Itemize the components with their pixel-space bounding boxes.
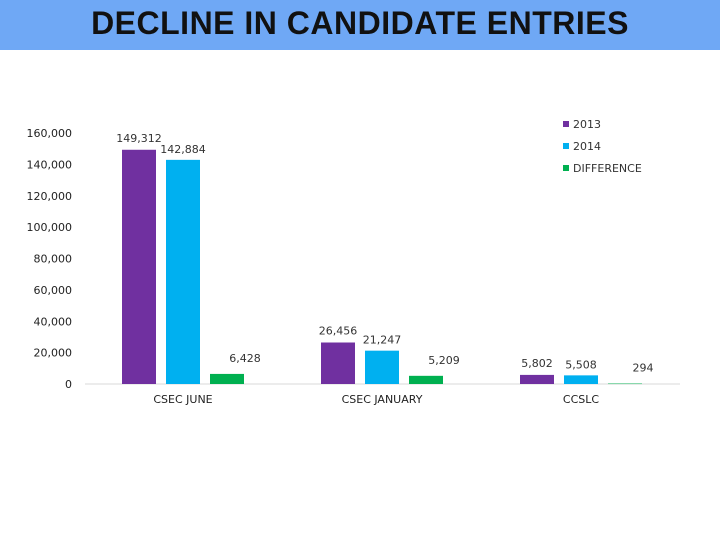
data-label: 26,456 [319, 324, 358, 337]
x-category-label: CCSLC [563, 393, 599, 406]
y-tick-label: 140,000 [27, 158, 73, 171]
data-label: 142,884 [160, 143, 206, 156]
data-label: 6,428 [229, 352, 261, 365]
legend-label: 2013 [573, 118, 601, 131]
x-category-label: CSEC JUNE [153, 393, 212, 406]
legend-swatch [563, 143, 569, 149]
y-tick-label: 120,000 [27, 190, 73, 203]
data-label: 5,209 [428, 354, 460, 367]
bar-difference-csec-january [409, 375, 443, 384]
y-tick-label: 0 [65, 378, 72, 391]
data-label: 294 [633, 362, 654, 375]
data-label: 149,312 [116, 132, 162, 145]
legend-swatch [563, 165, 569, 171]
bar-difference-csec-june [210, 373, 244, 384]
legend-label: DIFFERENCE [573, 162, 642, 175]
y-tick-label: 40,000 [34, 315, 73, 328]
legend-swatch [563, 121, 569, 127]
bar-2014-csec-june [166, 159, 200, 384]
data-label: 5,508 [565, 358, 597, 371]
x-category-label: CSEC JANUARY [342, 393, 423, 406]
y-tick-label: 20,000 [34, 347, 73, 360]
data-label: 5,802 [521, 357, 553, 370]
page-title: DECLINE IN CANDIDATE ENTRIES [91, 5, 629, 41]
legend-label: 2014 [573, 140, 601, 153]
title-bar [0, 0, 720, 50]
y-tick-label: 160,000 [27, 127, 73, 140]
y-tick-label: 60,000 [34, 284, 73, 297]
y-tick-label: 80,000 [34, 253, 73, 266]
bar-2014-ccslc [564, 375, 598, 384]
bar-2013-ccslc [520, 374, 554, 384]
y-tick-label: 100,000 [27, 221, 73, 234]
bar-2013-csec-january [321, 342, 355, 384]
bar-2014-csec-january [365, 350, 399, 384]
bar-2013-csec-june [122, 149, 156, 384]
data-label: 21,247 [363, 334, 402, 347]
bar-difference-ccslc [608, 383, 642, 385]
